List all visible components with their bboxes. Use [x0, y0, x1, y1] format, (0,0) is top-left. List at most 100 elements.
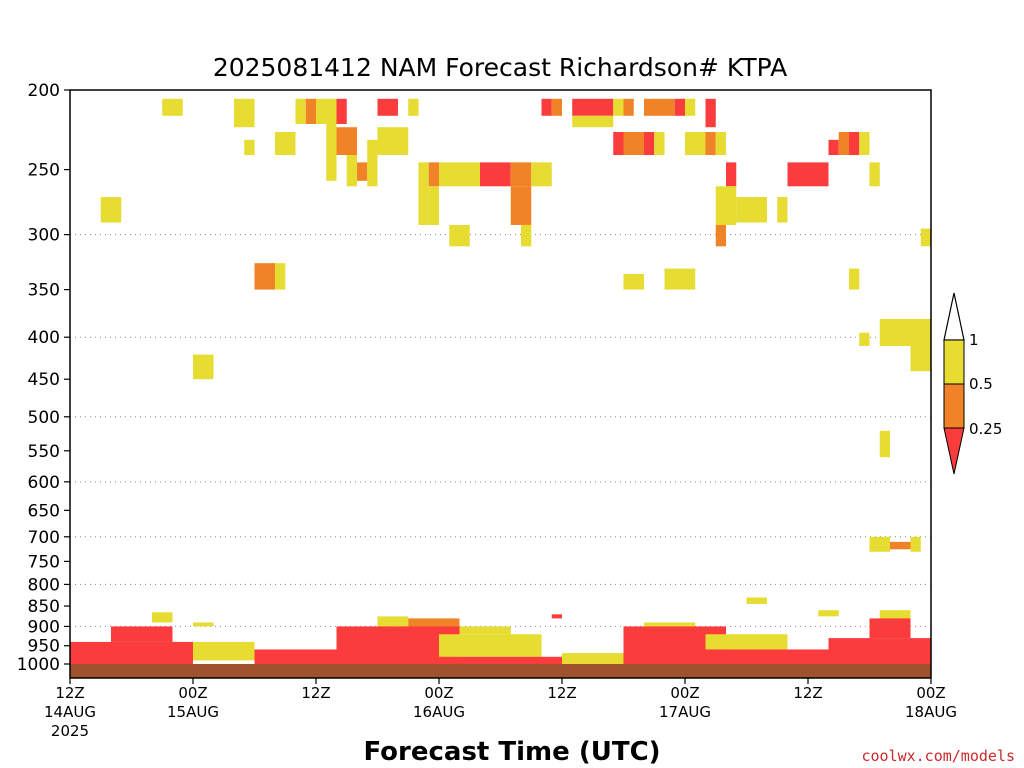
- ri-cell-91: [870, 618, 911, 638]
- ri-cell-36: [624, 132, 645, 155]
- ri-cell-71: [378, 616, 409, 626]
- ri-cell-0: [162, 99, 183, 116]
- ri-cell-74: [552, 614, 562, 618]
- y-tick-label-350: 350: [28, 281, 60, 301]
- ri-cell-45: [736, 197, 767, 222]
- ri-cell-7: [326, 124, 336, 181]
- ri-cell-5: [306, 99, 316, 124]
- ri-cell-26: [542, 99, 552, 116]
- ri-cell-60: [849, 269, 859, 290]
- ri-cell-85: [460, 657, 563, 664]
- ri-cell-79: [70, 642, 193, 664]
- x-tick-label-12-1: 15AUG: [167, 703, 219, 721]
- x-tick-label-84-0: 00Z: [916, 684, 945, 702]
- ground-strip: [70, 664, 931, 678]
- ri-cell-6: [316, 99, 337, 124]
- ri-cell-28: [572, 99, 613, 116]
- ri-cell-27: [552, 99, 562, 116]
- ri-cell-51: [859, 132, 869, 155]
- x-tick-label-0-1: 14AUG: [44, 703, 96, 721]
- ri-cell-43: [726, 162, 736, 186]
- ri-cell-90: [829, 638, 932, 664]
- legend-lower-arrow: [944, 428, 964, 474]
- y-tick-label-550: 550: [28, 442, 60, 462]
- ri-cell-4: [296, 99, 306, 124]
- ri-cell-73: [460, 626, 511, 634]
- ri-cell-88: [706, 634, 788, 649]
- y-tick-label-500: 500: [28, 408, 60, 428]
- ri-cell-31: [624, 99, 634, 116]
- x-tick-label-48-0: 12Z: [547, 684, 576, 702]
- x-tick-label-0-2: 2025: [51, 722, 89, 740]
- y-tick-label-650: 650: [28, 501, 60, 521]
- ri-cell-54: [624, 274, 645, 290]
- ri-cell-46: [777, 197, 787, 222]
- ri-cell-13: [378, 99, 399, 116]
- y-tick-label-700: 700: [28, 528, 60, 548]
- legend-bin-orange: [944, 384, 964, 428]
- ri-cell-1: [234, 99, 255, 127]
- legend-tick-1: 1: [969, 331, 979, 349]
- x-axis-label: Forecast Time (UTC): [363, 737, 660, 767]
- ri-cell-58: [101, 197, 122, 222]
- x-tick-label-36-1: 16AUG: [413, 703, 465, 721]
- ri-cell-62: [880, 319, 931, 346]
- ri-cell-23: [449, 225, 470, 246]
- ri-cell-21: [531, 162, 552, 186]
- ri-cell-11: [357, 162, 367, 180]
- ri-cell-77: [818, 610, 839, 616]
- ri-cell-44: [716, 186, 737, 225]
- ri-cell-68: [911, 537, 921, 552]
- ri-cell-20: [511, 162, 532, 186]
- ri-cell-86: [562, 653, 624, 664]
- chart-title: 2025081412 NAM Forecast Richardson# KTPA: [213, 53, 787, 82]
- ri-cell-81: [193, 642, 255, 660]
- ri-cell-42: [716, 132, 726, 155]
- ri-cell-66: [870, 537, 891, 552]
- ri-cell-69: [152, 612, 173, 622]
- legend-tick-0.25: 0.25: [969, 420, 1002, 438]
- ri-cell-65: [880, 431, 890, 457]
- ri-cell-40: [706, 99, 716, 127]
- y-tick-label-250: 250: [28, 161, 60, 181]
- legend-upper-arrow: [944, 293, 964, 340]
- x-tick-label-12-0: 00Z: [178, 684, 207, 702]
- ri-cell-41: [706, 132, 716, 155]
- ri-cell-89: [726, 649, 829, 664]
- ri-cell-61: [859, 333, 869, 346]
- ri-cell-67: [890, 542, 911, 549]
- color-legend: 1 0.5 0.25: [944, 293, 1002, 474]
- ri-cell-34: [685, 99, 695, 116]
- ri-cell-82: [255, 649, 337, 664]
- ri-cell-76: [747, 598, 768, 604]
- ri-cell-29: [572, 116, 613, 127]
- ri-cell-3: [275, 132, 296, 155]
- y-tick-label-1000: 1000: [17, 655, 60, 675]
- legend-tick-0.5: 0.5: [969, 375, 993, 393]
- ri-cell-38: [654, 132, 664, 155]
- ri-cell-70: [193, 622, 214, 626]
- ri-cell-35: [613, 132, 623, 155]
- ri-cell-22: [429, 186, 439, 225]
- ri-cell-63: [921, 229, 931, 247]
- y-tick-label-300: 300: [28, 226, 60, 246]
- ri-cell-15: [408, 99, 418, 116]
- ri-cell-47: [788, 162, 829, 186]
- y-tick-label-400: 400: [28, 328, 60, 348]
- ri-cell-37: [644, 132, 654, 155]
- ri-cell-55: [665, 269, 696, 290]
- ri-cell-18: [439, 162, 480, 186]
- ri-cell-48: [829, 140, 839, 155]
- ri-cell-2: [244, 140, 254, 155]
- x-tick-label-36-0: 00Z: [424, 684, 453, 702]
- richardson-cells: [70, 99, 931, 664]
- ri-cell-14: [378, 127, 409, 155]
- ri-cell-57: [275, 263, 285, 289]
- y-tick-label-450: 450: [28, 370, 60, 390]
- ri-cell-24: [511, 186, 532, 225]
- x-tick-label-60-1: 17AUG: [659, 703, 711, 721]
- ri-cell-12: [367, 140, 377, 186]
- y-tick-label-950: 950: [28, 637, 60, 657]
- ri-cell-19: [480, 162, 511, 186]
